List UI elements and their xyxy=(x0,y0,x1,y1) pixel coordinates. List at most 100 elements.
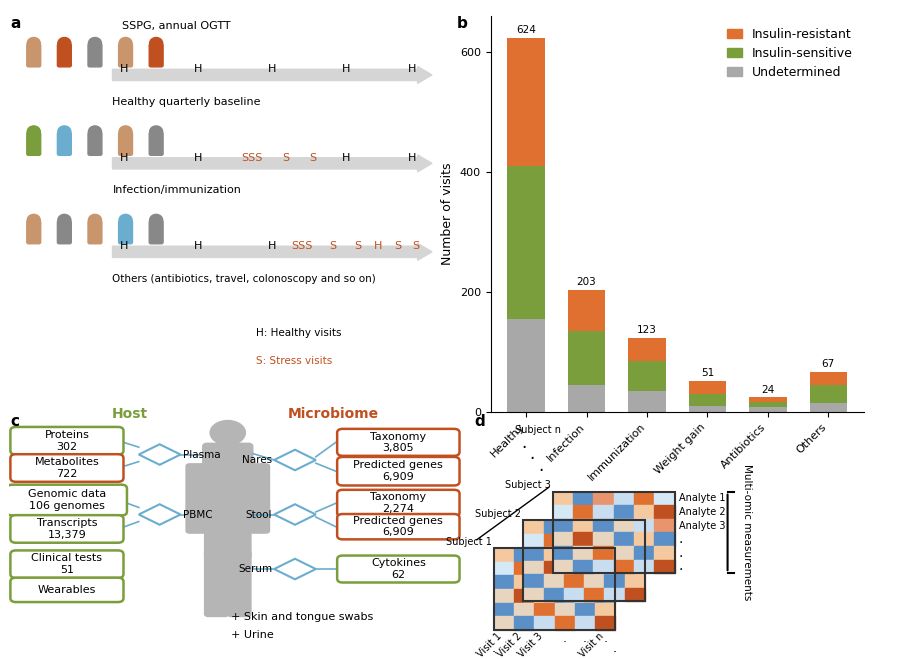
Bar xyxy=(573,559,593,573)
Bar xyxy=(514,562,535,575)
Text: H: H xyxy=(374,241,382,251)
Text: S: S xyxy=(310,153,316,163)
FancyBboxPatch shape xyxy=(338,457,460,486)
Text: H: H xyxy=(408,64,416,74)
Bar xyxy=(634,505,654,519)
Text: S: Stress visits: S: Stress visits xyxy=(256,357,333,366)
Text: b: b xyxy=(457,16,468,32)
Bar xyxy=(688,382,726,394)
Bar xyxy=(514,575,535,589)
Bar xyxy=(573,505,593,519)
Text: H: H xyxy=(342,153,351,163)
Text: .: . xyxy=(679,532,683,546)
Bar xyxy=(654,559,675,573)
Text: H: H xyxy=(268,64,276,74)
Bar xyxy=(575,602,595,616)
Polygon shape xyxy=(274,449,316,471)
Bar xyxy=(544,520,564,534)
Text: Analyte 3: Analyte 3 xyxy=(679,521,725,530)
Text: .: . xyxy=(679,546,683,559)
FancyBboxPatch shape xyxy=(119,132,132,156)
Text: S: S xyxy=(413,241,419,251)
Bar xyxy=(810,385,847,403)
Bar xyxy=(523,588,544,602)
Bar xyxy=(508,166,544,319)
Circle shape xyxy=(149,126,163,138)
Bar xyxy=(584,561,605,574)
Bar xyxy=(535,548,554,562)
Bar xyxy=(595,602,616,616)
Text: H: H xyxy=(194,153,202,163)
Text: Infection/immunization: Infection/immunization xyxy=(112,185,241,196)
Legend: Insulin-resistant, Insulin-sensitive, Undetermined: Insulin-resistant, Insulin-sensitive, Un… xyxy=(722,22,858,84)
Bar xyxy=(568,385,606,412)
Text: Cytokines
62: Cytokines 62 xyxy=(371,558,426,580)
Bar xyxy=(628,361,666,391)
Bar xyxy=(810,403,847,412)
Text: Visit n: Visit n xyxy=(577,631,606,659)
Bar xyxy=(568,331,606,385)
Circle shape xyxy=(211,420,246,445)
Bar xyxy=(514,602,535,616)
Bar xyxy=(554,562,575,575)
Circle shape xyxy=(119,214,132,226)
FancyBboxPatch shape xyxy=(186,464,206,533)
Bar xyxy=(575,548,595,562)
Bar xyxy=(535,589,554,602)
Circle shape xyxy=(88,126,102,138)
Bar xyxy=(584,547,605,561)
Text: 624: 624 xyxy=(517,25,536,35)
Text: Others (antibiotics, travel, colonoscopy and so on): Others (antibiotics, travel, colonoscopy… xyxy=(112,274,376,284)
Text: S: S xyxy=(329,241,337,251)
Bar xyxy=(573,532,593,546)
Circle shape xyxy=(58,126,71,138)
Bar xyxy=(595,562,616,575)
Bar xyxy=(614,532,634,546)
Bar xyxy=(493,616,514,630)
Circle shape xyxy=(149,38,163,49)
Bar xyxy=(544,547,564,561)
Text: H: H xyxy=(194,64,202,74)
Bar xyxy=(688,406,726,412)
Bar xyxy=(634,492,654,505)
Bar xyxy=(584,534,605,547)
Text: .: . xyxy=(562,632,567,645)
Bar xyxy=(523,561,544,574)
FancyBboxPatch shape xyxy=(58,132,71,156)
Bar xyxy=(564,534,584,547)
FancyBboxPatch shape xyxy=(7,484,127,515)
Text: Nares: Nares xyxy=(242,455,273,465)
Bar xyxy=(584,574,605,588)
Bar xyxy=(628,338,666,361)
FancyBboxPatch shape xyxy=(11,427,123,455)
Text: .: . xyxy=(679,559,683,573)
FancyBboxPatch shape xyxy=(204,550,229,616)
Bar xyxy=(544,534,564,547)
Bar xyxy=(544,588,564,602)
Text: H: H xyxy=(194,241,202,251)
Text: Plasma: Plasma xyxy=(183,449,220,459)
Bar xyxy=(493,562,514,575)
Bar xyxy=(523,520,544,534)
Text: Visit 1: Visit 1 xyxy=(475,631,504,659)
Text: Multi-omic measurements: Multi-omic measurements xyxy=(742,464,752,600)
FancyBboxPatch shape xyxy=(88,221,102,244)
Bar xyxy=(544,561,564,574)
Bar xyxy=(514,589,535,602)
Text: Taxonomy
2,274: Taxonomy 2,274 xyxy=(370,492,427,514)
FancyBboxPatch shape xyxy=(11,515,123,543)
FancyBboxPatch shape xyxy=(58,43,71,67)
Y-axis label: Number of visits: Number of visits xyxy=(441,163,454,266)
Text: SSPG, annual OGTT: SSPG, annual OGTT xyxy=(122,20,230,31)
Text: Subject n: Subject n xyxy=(515,425,561,435)
Bar xyxy=(595,548,616,562)
Circle shape xyxy=(27,126,40,138)
Bar xyxy=(564,561,584,574)
Text: H: Healthy visits: H: Healthy visits xyxy=(256,328,342,338)
Text: a: a xyxy=(11,16,22,32)
Bar xyxy=(523,534,544,547)
FancyArrow shape xyxy=(112,155,432,172)
Text: Microbiome: Microbiome xyxy=(288,407,379,421)
Bar xyxy=(553,492,675,573)
FancyBboxPatch shape xyxy=(228,550,251,616)
